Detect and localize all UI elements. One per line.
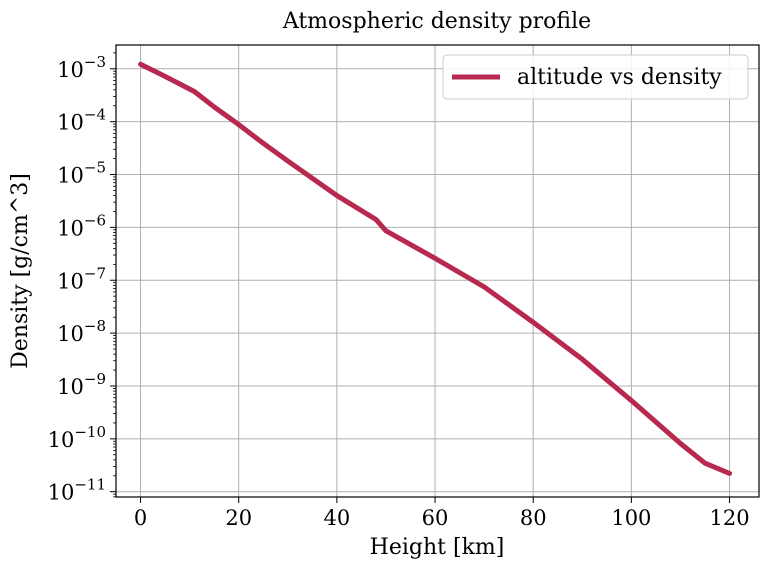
grid [116, 45, 759, 497]
x-tick-label: 100 [611, 506, 651, 530]
y-axis-label: Density [g/cm^3] [8, 173, 33, 369]
series-line [138, 61, 733, 476]
y-tick-label: 10−7 [57, 264, 106, 293]
y-tick-label: 10−9 [57, 370, 106, 399]
y-tick-label: 10−10 [48, 423, 106, 452]
legend-label: altitude vs density [517, 65, 722, 90]
y-tick-label: 10−4 [57, 106, 106, 135]
y-tick-label: 10−6 [57, 211, 106, 240]
x-tick-label: 0 [134, 506, 147, 530]
legend-box [442, 54, 749, 100]
x-axis-label: Height [km] [370, 535, 505, 560]
chart-title: Atmospheric density profile [282, 9, 591, 34]
x-tick-label: 60 [422, 506, 449, 530]
x-tick-label: 120 [710, 506, 750, 530]
x-tick-label: 40 [324, 506, 351, 530]
y-tick-label: 10−11 [48, 476, 106, 505]
legend: altitude vs density [442, 54, 749, 100]
x-tick-label: 80 [520, 506, 547, 530]
x-tick-label: 20 [225, 506, 252, 530]
x-axis-ticks: 0 20 40 60 80 100 120 [134, 497, 750, 530]
y-axis-ticks: 10−3 10−4 10−5 10−6 10−7 10−8 10−9 10−10 10−11 [48, 52, 116, 505]
y-tick-label: 10−3 [57, 53, 106, 82]
y-tick-label: 10−8 [57, 317, 106, 346]
series-layer [138, 61, 733, 476]
y-tick-label: 10−5 [57, 159, 106, 188]
plot-frame [115, 44, 760, 498]
